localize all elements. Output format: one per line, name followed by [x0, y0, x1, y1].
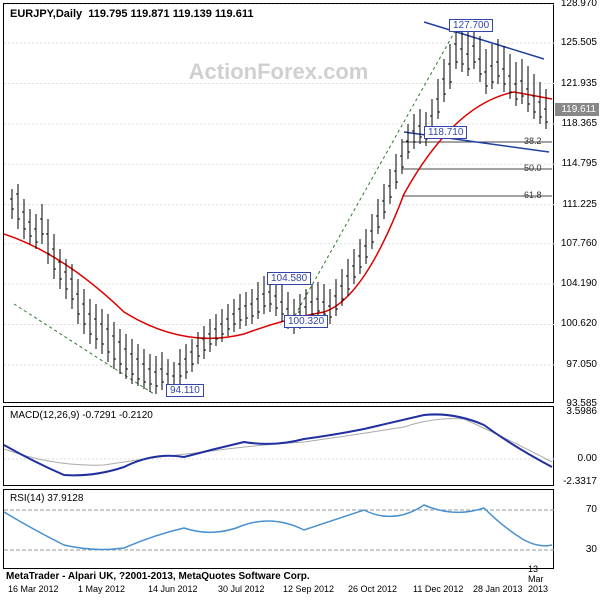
macd-y-axis: 3.59860.00-2.3317 [555, 407, 599, 485]
x-tick: 14 Jun 2012 [148, 584, 198, 594]
x-tick: 16 Mar 2012 [8, 584, 59, 594]
rsi-label: RSI(14) 37.9128 [10, 493, 83, 504]
rsi-svg [4, 490, 555, 570]
price-callout: 94.110 [166, 384, 204, 397]
footer-text: MetaTrader - Alpari UK, ?2001-2013, Meta… [6, 571, 310, 582]
price-callout: 127.700 [449, 19, 493, 32]
current-price-label: 119.611 [555, 103, 599, 116]
macd-chart[interactable]: MACD(12,26,9) -0.7291 -0.2120 3.59860.00… [3, 406, 554, 486]
x-tick: 28 Jan 2013 [473, 584, 523, 594]
x-tick: 1 May 2012 [78, 584, 125, 594]
price-callout: 100.320 [284, 315, 328, 328]
fib-label: 50.0 [524, 163, 542, 173]
fib-label: 38.2 [524, 136, 542, 146]
macd-label: MACD(12,26,9) -0.7291 -0.2120 [10, 410, 153, 421]
chart-header: EURJPY,Daily 119.795 119.871 119.139 119… [10, 8, 253, 20]
rsi-y-axis: 7030 [555, 490, 599, 568]
x-axis: 16 Mar 2012 1 May 2012 14 Jun 2012 30 Jul 2… [3, 580, 554, 594]
x-tick: 11 Dec 2012 [413, 584, 463, 594]
rsi-chart[interactable]: RSI(14) 37.9128 7030 [3, 489, 554, 569]
x-tick: 12 Sep 2012 [283, 584, 334, 594]
main-price-chart[interactable]: EURJPY,Daily 119.795 119.871 119.139 119… [3, 3, 554, 403]
price-callout: 118.710 [424, 126, 467, 139]
x-tick: 13 Mar 2013 [528, 564, 554, 594]
fib-label: 61.8 [524, 190, 542, 200]
main-y-axis: 128.970125.505121.935118.365114.795111.2… [555, 4, 599, 402]
watermark: ActionForex.com [189, 59, 369, 85]
x-tick: 26 Oct 2012 [348, 584, 397, 594]
price-callout: 104.580 [267, 272, 311, 285]
x-tick: 30 Jul 2012 [218, 584, 265, 594]
